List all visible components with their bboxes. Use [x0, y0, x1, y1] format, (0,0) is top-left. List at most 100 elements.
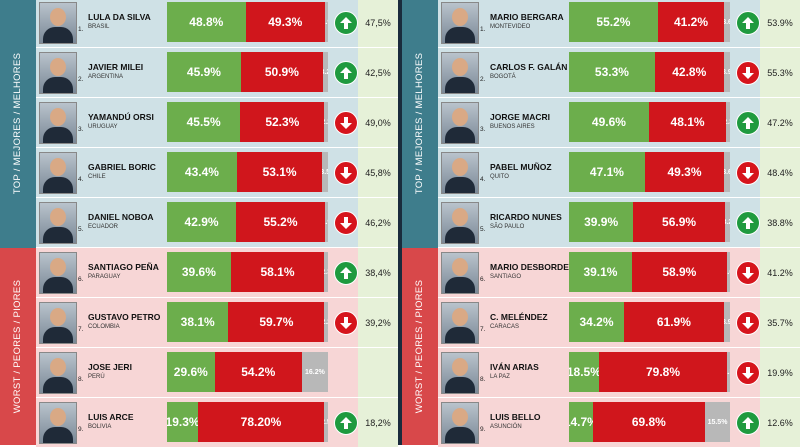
no-answer-segment: 3.6 [724, 152, 730, 192]
approval-bar: 29.6% 54.2% 16.2% [167, 352, 328, 392]
arrow-up-icon [334, 261, 358, 285]
approval-bar: 39.9%56.9%3.2 [569, 202, 730, 242]
row-separator [36, 347, 398, 348]
ranking-row: 1. LULA DA SILVA BRASIL 48.8%49.3%1.9 47,5% [36, 0, 398, 48]
approval-bar: 18.5%79.8%1.7 [569, 352, 730, 392]
previous-score: 18,2% [358, 398, 398, 448]
no-answer-segment: 3.2 [322, 52, 328, 92]
portrait-head [50, 358, 66, 376]
portrait-head [452, 158, 468, 176]
top-band [0, 0, 36, 248]
presidents-panel: TOP / MEJORES / MELHORES WORST / PEORES /… [0, 0, 398, 448]
ranking-row: 8. JOSE JERI PERÚ 29.6% 54.2% 16.2% [36, 348, 398, 398]
rank-number: 4. [78, 176, 84, 183]
leader-name: DANIEL NOBOA [88, 212, 154, 222]
portrait-photo [39, 2, 77, 44]
disapprove-segment: 50.9% [240, 52, 323, 92]
portrait-body [445, 327, 475, 343]
arrow-down-icon [736, 161, 760, 185]
leader-place: BUENOS AIRES [490, 124, 535, 130]
top-band-text: TOP / MEJORES / MELHORES [414, 52, 426, 194]
ranking-row: 8. IVÁN ARIAS LA PAZ 18.5%79.8%1.7 19.9% [438, 348, 800, 398]
approval-bar: 42.9%55.2%1.9 [167, 202, 328, 242]
arrow-up-icon [736, 11, 760, 35]
ranking-row: 3. YAMANDÚ ORSI URUGUAY 45.5%52.3%2.2 49,0% [36, 98, 398, 148]
leader-place: SANTIAGO [490, 274, 522, 280]
portrait-photo [441, 302, 479, 344]
mayors-panel: TOP / MEJORES / MELHORES WORST / PEORES /… [402, 0, 800, 448]
ranking-row: 9. LUIS ARCE BOLIVIA 19.3%78.20%2.5 18,2% [36, 398, 398, 448]
approval-bar: 48.8%49.3%1.9 [167, 2, 328, 42]
worst-band-text: WORST / PEORES / PIORES [414, 279, 426, 414]
approve-segment: 38.1% [167, 302, 229, 342]
leader-name: JORGE MACRI [490, 112, 550, 122]
portrait-photo [441, 402, 479, 444]
portrait-head [452, 258, 468, 276]
row-separator [36, 397, 398, 398]
rank-number: 5. [78, 226, 84, 233]
row-separator [36, 47, 398, 48]
arrow-down-icon [334, 311, 358, 335]
previous-score: 39,2% [358, 298, 398, 348]
no-answer-segment: 3.5 [322, 152, 328, 192]
disapprove-segment: 52.3% [240, 102, 325, 142]
previous-score: 38.8% [760, 198, 800, 248]
disapprove-segment: 41.2% [657, 2, 725, 42]
approve-segment: 18.5% [569, 352, 599, 392]
leader-place: PARAGUAY [88, 274, 121, 280]
approve-segment: 47.1% [569, 152, 645, 192]
previous-score: 48.4% [760, 148, 800, 198]
previous-score: 41.2% [760, 248, 800, 298]
ranking-row: 1. MARIO BERGARA MONTEVIDEO 55.2%41.2%3.6 53… [438, 0, 800, 48]
portrait-photo [441, 102, 479, 144]
rank-number: 1. [78, 26, 84, 33]
row-separator [36, 197, 398, 198]
rank-number: 6. [480, 276, 486, 283]
ranking-row: 5. DANIEL NOBOA ECUADOR 42.9%55.2%1.9 46,2% [36, 198, 398, 248]
arrow-up-icon [736, 111, 760, 135]
previous-score: 46,2% [358, 198, 398, 248]
no-answer-segment: 3.9 [723, 52, 730, 92]
approval-bar: 55.2%41.2%3.6 [569, 2, 730, 42]
rank-number: 8. [78, 376, 84, 383]
leader-name: LUIS ARCE [88, 412, 134, 422]
leader-name: IVÁN ARIAS [490, 362, 539, 372]
disapprove-segment: 49.3% [644, 152, 725, 192]
row-separator [36, 147, 398, 148]
leader-name: MARIO BERGARA [490, 12, 564, 22]
portrait-head [452, 358, 468, 376]
leader-place: MONTEVIDEO [490, 24, 531, 30]
portrait-head [50, 408, 66, 426]
portrait-head [452, 408, 468, 426]
worst-band-text: WORST / PEORES / PIORES [12, 279, 24, 414]
portrait-body [445, 127, 475, 143]
portrait-photo [441, 2, 479, 44]
arrow-up-icon [334, 411, 358, 435]
portrait-head [50, 258, 66, 276]
row-separator [438, 297, 800, 298]
no-answer-segment: 3.9 [723, 302, 730, 342]
no-answer-segment: 1.9 [324, 2, 328, 42]
rank-number: 3. [78, 126, 84, 133]
no-answer-segment: 3.6 [724, 2, 730, 42]
arrow-down-icon [736, 61, 760, 85]
leader-place: ASUNCIÓN [490, 424, 522, 430]
top-band-label: TOP / MEJORES / MELHORES [402, 0, 438, 248]
portrait-head [50, 8, 66, 26]
approve-segment: 39.9% [569, 202, 634, 242]
approve-segment: 39.1% [569, 252, 632, 292]
portrait-photo [39, 202, 77, 244]
row-separator [438, 97, 800, 98]
arrow-down-icon [736, 311, 760, 335]
row-separator [36, 297, 398, 298]
disapprove-segment: 49.3% [245, 2, 325, 42]
previous-score: 42,5% [358, 48, 398, 98]
previous-score: 53.9% [760, 0, 800, 48]
approve-segment: 42.9% [167, 202, 237, 242]
rank-number: 3. [480, 126, 486, 133]
row-separator [438, 247, 800, 248]
previous-score: 45,8% [358, 148, 398, 198]
previous-score: 35.7% [760, 298, 800, 348]
no-answer-segment: 2.3 [726, 102, 730, 142]
top-band-text: TOP / MEJORES / MELHORES [12, 52, 24, 194]
